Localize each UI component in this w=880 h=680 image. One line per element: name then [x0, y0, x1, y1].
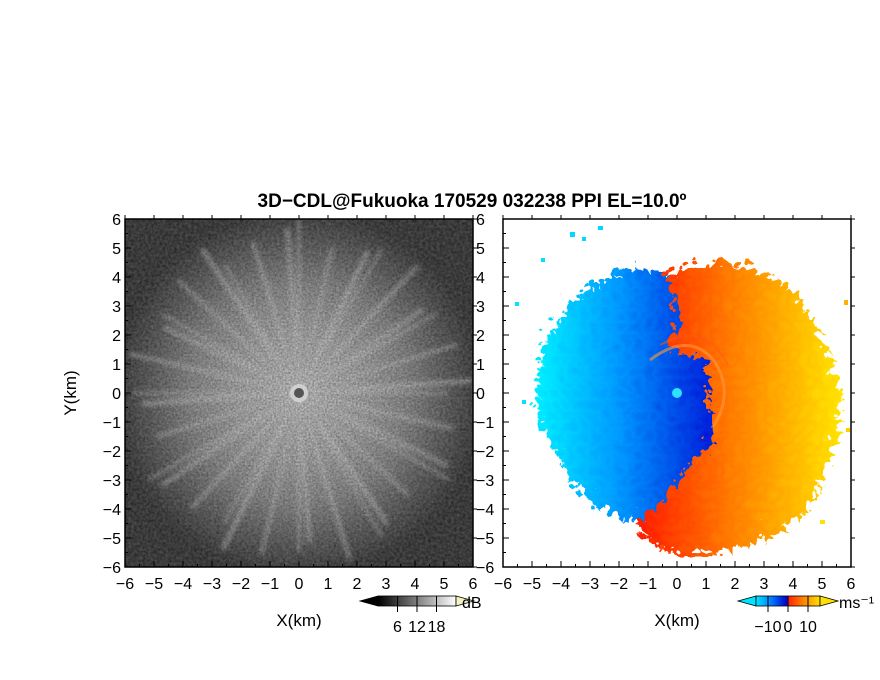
intensity-ytick-label: 1 [112, 357, 121, 374]
intensity-ytick-label: −6 [103, 560, 121, 577]
intensity-xtick-label: −3 [203, 576, 221, 593]
intensity-xtick-label: −4 [174, 576, 192, 593]
intensity-ytick-label: 6 [112, 212, 121, 229]
intensity-xtick-label: 0 [295, 576, 304, 593]
intensity-ytick-label: −1 [103, 415, 121, 432]
intensity-colorbar-under-arrow [358, 595, 379, 607]
velocity-image [503, 219, 851, 567]
intensity-ytick-label-right: 5 [476, 241, 485, 258]
velocity-xtick-label: 0 [673, 576, 682, 593]
intensity-image [125, 219, 473, 567]
intensity-xtick-label: 3 [382, 576, 391, 593]
velocity-xtick-label: 1 [702, 576, 711, 593]
intensity-ytick-label-right: −3 [476, 473, 494, 490]
intensity-xtick-label: −2 [232, 576, 250, 593]
velocity-colorbar-ticks: −10 0 10 [754, 596, 817, 636]
velocity-axes: −6 −5 −4 −3 −2 −1 0 1 2 3 4 5 6 [494, 215, 856, 593]
figure-title: 3D−CDL@Fukuoka 170529 032238 PPI EL=10.0… [258, 191, 687, 212]
velocity-panel: −6 −5 −4 −3 −2 −1 0 1 2 3 4 5 6 X(km) [494, 215, 856, 630]
velocity-colorbar-unit: ms⁻¹ [839, 595, 874, 612]
intensity-colorbar-tick-label: 6 [393, 619, 402, 636]
velocity-xtick-label: −3 [581, 576, 599, 593]
intensity-xtick-label: 6 [469, 576, 478, 593]
intensity-ytick-label: 3 [112, 299, 121, 316]
intensity-xtick-label: −1 [261, 576, 279, 593]
intensity-xtick-label: 2 [353, 576, 362, 593]
intensity-colorbar-over-arrow [455, 595, 476, 607]
intensity-xtick-label: 4 [411, 576, 420, 593]
intensity-axes: −6 −5 −4 −3 −2 −1 0 1 2 3 4 5 6−6 −6−5 −5−4 −4−3 −3−2 −2−… [103, 212, 495, 593]
velocity-negative-region [530, 262, 712, 515]
velocity-positive-region [632, 256, 836, 552]
velocity-xtick-label: −2 [610, 576, 628, 593]
intensity-panel: −6 −5 −4 −3 −2 −1 0 1 2 3 4 5 6−6 −6−5 −5−4 −4−3 −3−2 −2−… [61, 212, 494, 630]
intensity-ytick-label: −4 [103, 502, 121, 519]
intensity-ytick-label-right: 4 [476, 270, 485, 287]
intensity-ytick-label: 2 [112, 328, 121, 345]
intensity-colorbar: 6 12 18 dB [358, 595, 482, 636]
intensity-xlabel: X(km) [276, 611, 321, 630]
intensity-xtick-label: −5 [145, 576, 163, 593]
velocity-xtick-label: 5 [818, 576, 827, 593]
velocity-xtick-label: −1 [639, 576, 657, 593]
intensity-ytick-label-right: −2 [476, 444, 494, 461]
intensity-ytick-label-right: 3 [476, 299, 485, 316]
velocity-xtick-label: −4 [552, 576, 570, 593]
intensity-ytick-label: 4 [112, 270, 121, 287]
intensity-ytick-label: −2 [103, 444, 121, 461]
velocity-xtick-label: −5 [523, 576, 541, 593]
intensity-ylabel: Y(km) [61, 370, 80, 415]
velocity-colorbar: −10 0 10 ms⁻¹ [736, 595, 874, 636]
intensity-ytick-label: 0 [112, 386, 121, 403]
velocity-xtick-label: 6 [847, 576, 856, 593]
intensity-ytick-label-right: 0 [476, 386, 485, 403]
velocity-colorbar-tick-label: −10 [754, 619, 781, 636]
intensity-xtick-label: 5 [440, 576, 449, 593]
velocity-xtick-label: 4 [789, 576, 798, 593]
velocity-xtick-label: 3 [760, 576, 769, 593]
velocity-colorbar-over-arrow [819, 595, 840, 607]
intensity-ytick-label-right: 6 [476, 212, 485, 229]
intensity-xtick-label: 1 [324, 576, 333, 593]
velocity-colorbar-under-arrow [736, 595, 757, 607]
intensity-ytick-label: −3 [103, 473, 121, 490]
intensity-xtick-label: −6 [116, 576, 134, 593]
intensity-ytick-label-right: 1 [476, 357, 485, 374]
intensity-ytick-label-right: −1 [476, 415, 494, 432]
velocity-colorbar-tick-label: 0 [784, 619, 793, 636]
intensity-colorbar-tick-label: 18 [428, 619, 446, 636]
intensity-ytick-label-right: −5 [476, 531, 494, 548]
intensity-colorbar-unit: dB [462, 595, 482, 612]
intensity-colorbar-tick-label: 12 [408, 619, 426, 636]
intensity-ytick-label-right: 2 [476, 328, 485, 345]
velocity-xlabel: X(km) [654, 611, 699, 630]
velocity-colorbar-tick-label: 10 [799, 619, 817, 636]
intensity-ytick-label: 5 [112, 241, 121, 258]
velocity-xtick-label: 2 [731, 576, 740, 593]
intensity-ytick-label-right: −4 [476, 502, 494, 519]
intensity-ytick-label-right: −6 [476, 560, 494, 577]
intensity-ytick-label: −5 [103, 531, 121, 548]
intensity-colorbar-ticks: 6 12 18 [393, 596, 446, 636]
velocity-xtick-label: −6 [494, 576, 512, 593]
